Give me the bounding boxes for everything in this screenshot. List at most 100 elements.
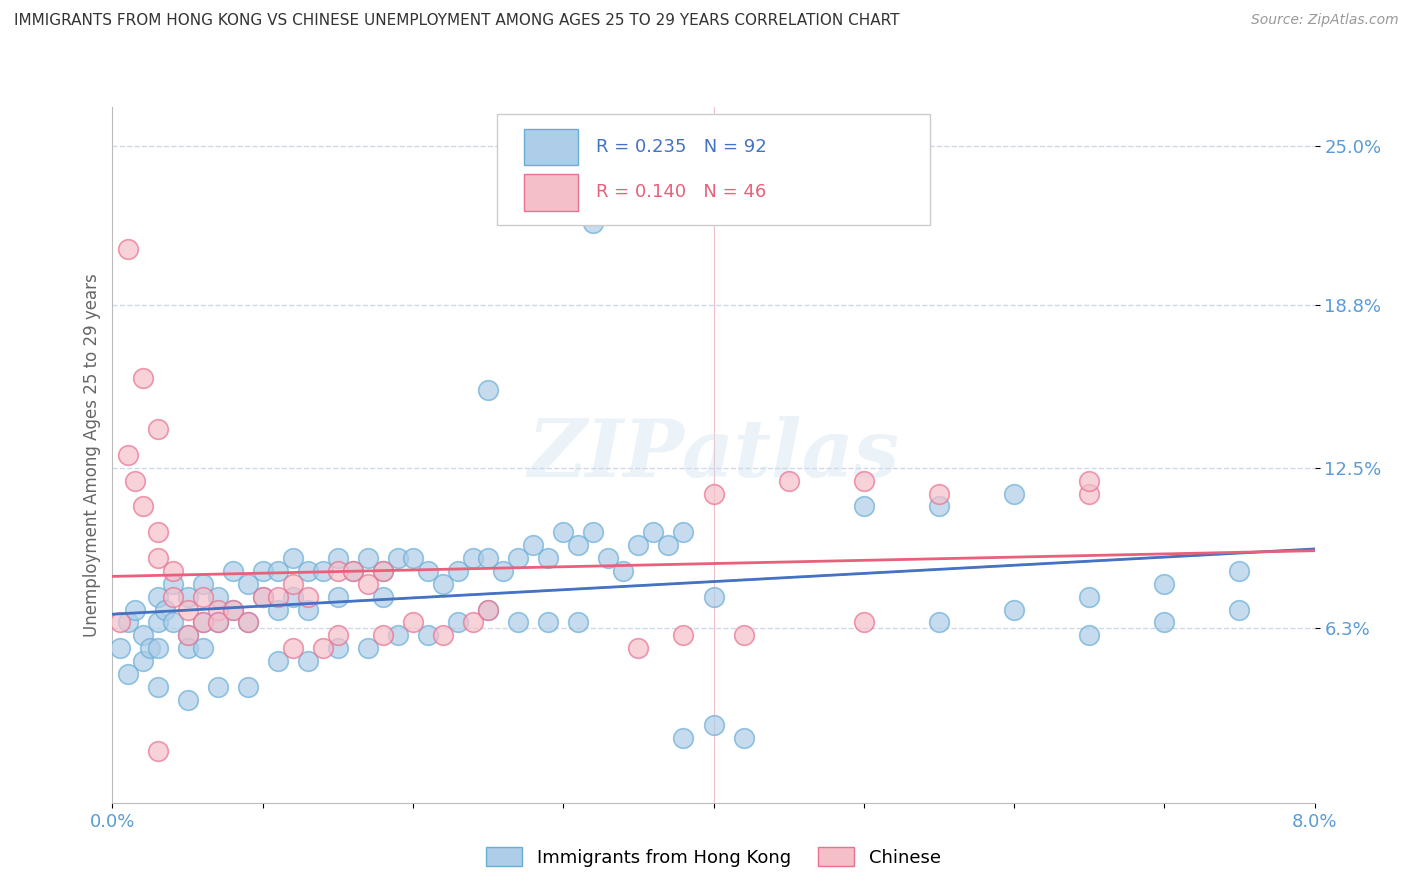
- Point: [537, 551, 560, 566]
- Point: [222, 602, 245, 616]
- Point: [176, 602, 198, 616]
- Point: [191, 590, 214, 604]
- Point: [387, 551, 409, 566]
- Point: [1229, 564, 1251, 578]
- Point: [1002, 602, 1025, 616]
- Point: [402, 615, 425, 630]
- Y-axis label: Unemployment Among Ages 25 to 29 years: Unemployment Among Ages 25 to 29 years: [83, 273, 101, 637]
- Point: [357, 641, 380, 656]
- Point: [627, 641, 650, 656]
- Point: [387, 628, 409, 642]
- Point: [162, 590, 184, 604]
- Point: [108, 641, 131, 656]
- Point: [447, 564, 470, 578]
- Point: [778, 474, 800, 488]
- Point: [176, 628, 198, 642]
- Text: Source: ZipAtlas.com: Source: ZipAtlas.com: [1251, 13, 1399, 28]
- Point: [477, 602, 499, 616]
- Point: [672, 628, 695, 642]
- Point: [236, 615, 259, 630]
- Point: [643, 525, 665, 540]
- Point: [1153, 576, 1175, 591]
- Point: [252, 590, 274, 604]
- Point: [207, 615, 229, 630]
- Point: [852, 474, 875, 488]
- Point: [176, 590, 198, 604]
- Point: [162, 564, 184, 578]
- Point: [281, 641, 304, 656]
- Point: [522, 538, 544, 552]
- Point: [281, 590, 304, 604]
- Point: [312, 641, 335, 656]
- Point: [612, 564, 634, 578]
- Point: [207, 680, 229, 694]
- Point: [153, 602, 176, 616]
- Point: [139, 641, 162, 656]
- Point: [627, 538, 650, 552]
- Point: [124, 474, 146, 488]
- Point: [312, 564, 335, 578]
- Text: R = 0.235   N = 92: R = 0.235 N = 92: [596, 137, 766, 156]
- Point: [928, 615, 950, 630]
- Point: [162, 576, 184, 591]
- Point: [852, 500, 875, 514]
- Bar: [523, 128, 578, 165]
- Point: [702, 590, 725, 604]
- Point: [702, 486, 725, 500]
- Point: [146, 615, 169, 630]
- Point: [117, 242, 139, 256]
- Bar: [523, 175, 578, 211]
- Point: [281, 551, 304, 566]
- Point: [252, 564, 274, 578]
- Point: [117, 667, 139, 681]
- Point: [326, 590, 349, 604]
- Point: [928, 486, 950, 500]
- Point: [416, 564, 439, 578]
- Point: [1153, 615, 1175, 630]
- Point: [146, 551, 169, 566]
- Point: [222, 564, 245, 578]
- Point: [672, 525, 695, 540]
- Text: R = 0.140   N = 46: R = 0.140 N = 46: [596, 184, 766, 202]
- Point: [402, 551, 425, 566]
- Point: [108, 615, 131, 630]
- Point: [297, 654, 319, 668]
- Point: [207, 615, 229, 630]
- Point: [131, 628, 153, 642]
- Point: [461, 615, 484, 630]
- Point: [131, 370, 153, 384]
- Point: [326, 564, 349, 578]
- Point: [281, 576, 304, 591]
- Point: [371, 564, 394, 578]
- Point: [176, 692, 198, 706]
- Point: [733, 628, 755, 642]
- Point: [582, 216, 605, 230]
- Point: [326, 551, 349, 566]
- Point: [371, 628, 394, 642]
- Point: [326, 641, 349, 656]
- Point: [1002, 486, 1025, 500]
- Point: [461, 551, 484, 566]
- Point: [582, 525, 605, 540]
- Point: [1078, 628, 1101, 642]
- Point: [207, 602, 229, 616]
- Point: [477, 602, 499, 616]
- Point: [492, 564, 515, 578]
- Point: [432, 576, 454, 591]
- Point: [297, 564, 319, 578]
- Point: [191, 641, 214, 656]
- Point: [537, 615, 560, 630]
- Point: [928, 500, 950, 514]
- Point: [131, 500, 153, 514]
- Point: [477, 551, 499, 566]
- Point: [267, 602, 290, 616]
- Point: [567, 538, 589, 552]
- Point: [342, 564, 364, 578]
- Point: [176, 628, 198, 642]
- Point: [146, 422, 169, 436]
- Point: [252, 590, 274, 604]
- Point: [207, 590, 229, 604]
- Point: [146, 641, 169, 656]
- Point: [146, 590, 169, 604]
- Point: [124, 602, 146, 616]
